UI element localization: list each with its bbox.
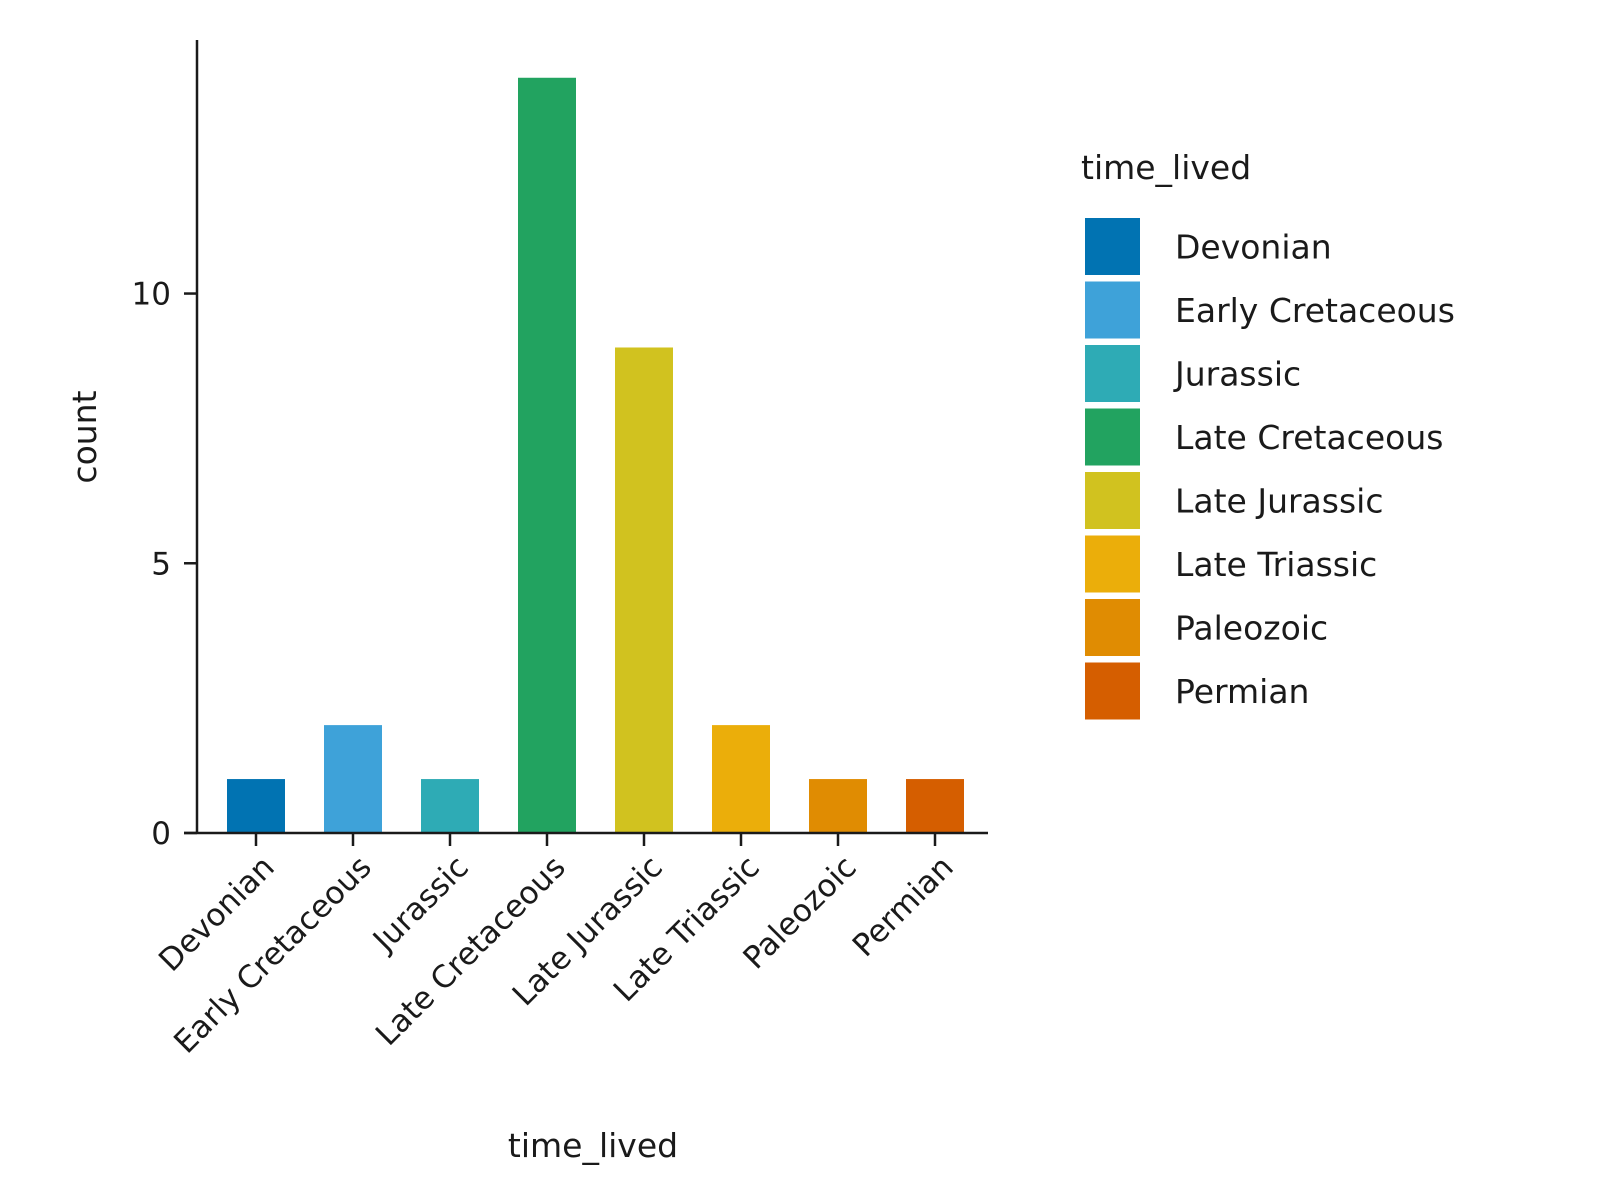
legend-label: Paleozoic: [1175, 609, 1328, 648]
legend-label: Devonian: [1175, 228, 1332, 267]
legend-swatch: [1085, 408, 1140, 466]
bar-jurassic: [421, 779, 479, 833]
legend-label: Late Cretaceous: [1175, 418, 1443, 457]
legend-title: time_lived: [1081, 148, 1251, 187]
legend-swatch: [1085, 599, 1140, 656]
y-axis-ticks: 0 5 10: [132, 277, 197, 852]
x-tick-label: Permian: [846, 849, 961, 964]
legend-label: Jurassic: [1173, 355, 1301, 394]
y-tick-label: 10: [132, 277, 171, 313]
legend-label: Early Cretaceous: [1175, 291, 1455, 330]
legend-label: Late Jurassic: [1175, 482, 1383, 521]
bar-paleozoic: [809, 779, 867, 833]
bar-late-cretaceous: [518, 77, 576, 833]
legend-swatch: [1085, 281, 1140, 339]
y-tick-label: 5: [151, 546, 171, 582]
legend-label: Late Triassic: [1175, 545, 1377, 584]
bar-devonian: [227, 779, 285, 833]
legend-swatch: [1085, 662, 1140, 720]
bar-early-cretaceous: [324, 725, 382, 833]
legend-swatch: [1085, 472, 1140, 529]
y-tick-label: 0: [151, 816, 171, 852]
bar-permian: [906, 779, 964, 833]
legend-items: Devonian Early Cretaceous Jurassic Late Cre…: [1085, 218, 1455, 720]
legend-swatch: [1085, 218, 1140, 275]
legend: time_lived Devonian Early Cretaceous Juras…: [1081, 148, 1455, 720]
legend-swatch: [1085, 345, 1140, 402]
bar-late-jurassic: [615, 347, 673, 833]
bars-layer: [227, 77, 964, 833]
legend-swatch: [1085, 535, 1140, 593]
y-axis-title: count: [65, 390, 104, 483]
legend-label: Permian: [1175, 672, 1309, 711]
bar-late-triassic: [712, 725, 770, 833]
x-axis-title: time_lived: [508, 1126, 678, 1165]
